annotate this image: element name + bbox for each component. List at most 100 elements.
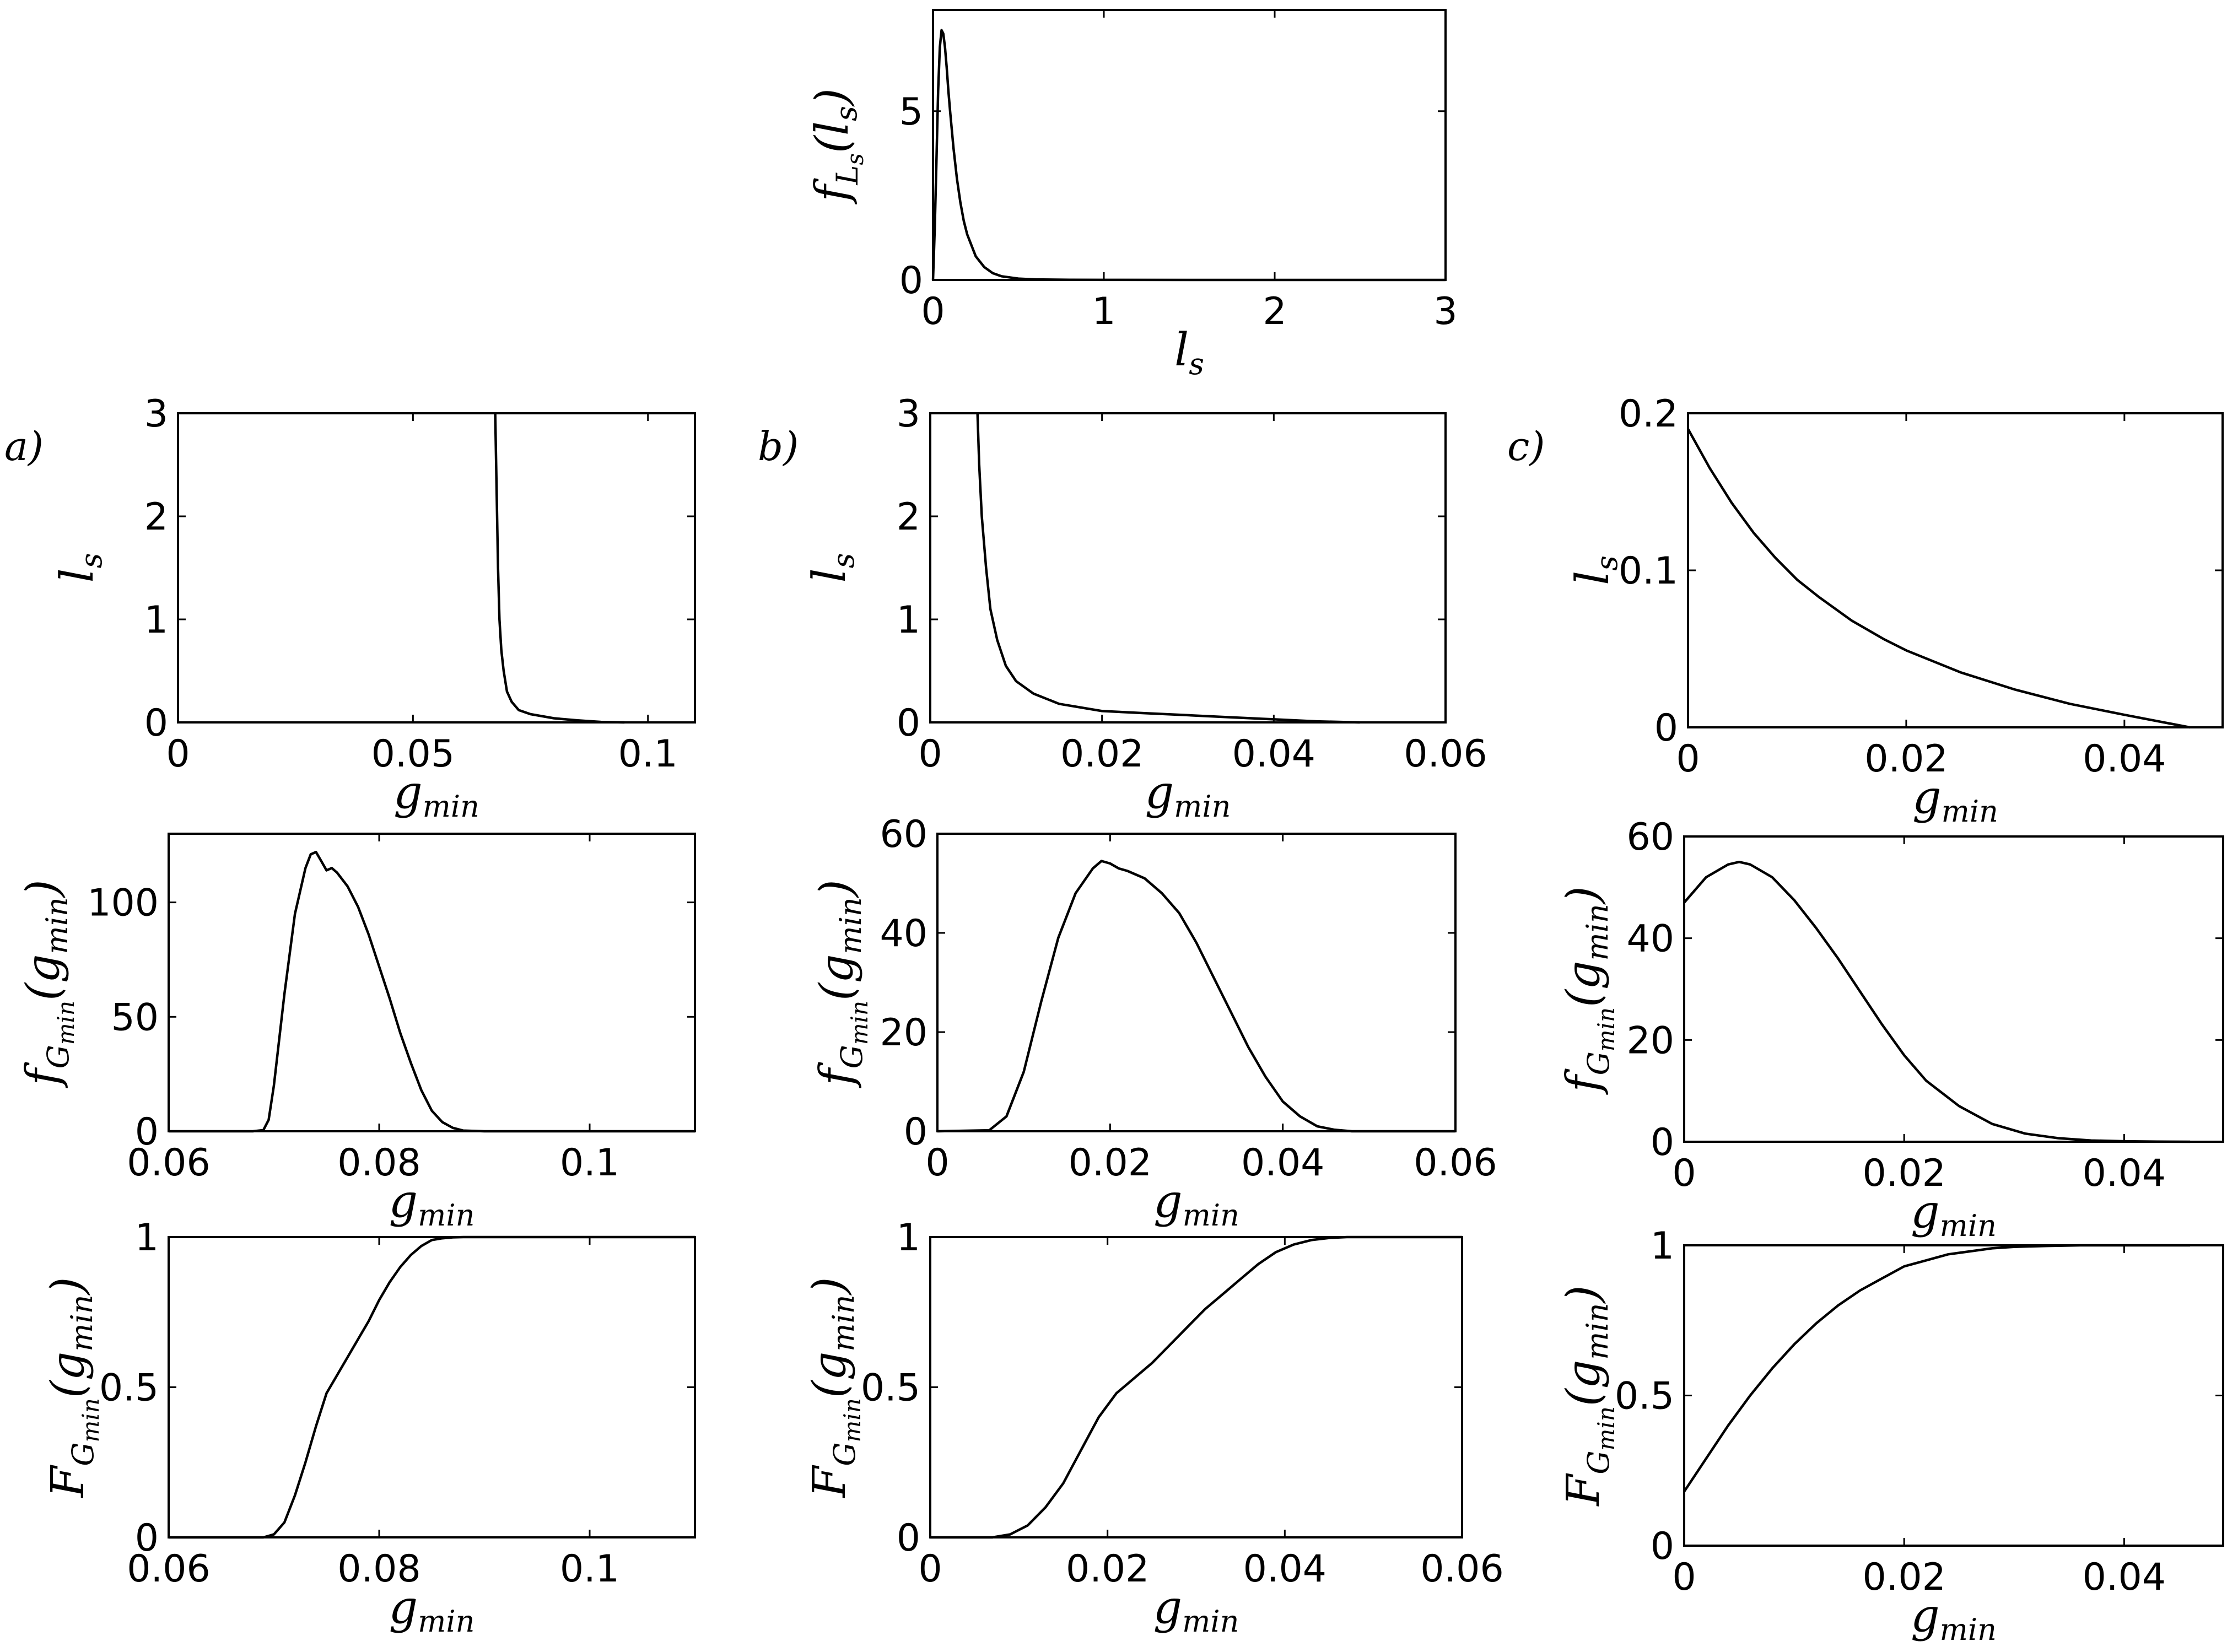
x-axis-label-sub: min xyxy=(418,1198,474,1233)
x-tick-label: 0.06 xyxy=(1420,1547,1503,1591)
x-axis-label: gmin xyxy=(1911,1186,1997,1243)
x-axis-label-main: g xyxy=(1911,1186,1940,1238)
x-tick-label: 0.02 xyxy=(1066,1547,1149,1591)
y-axis-label: FGmin(gmin) xyxy=(42,1277,104,1498)
x-tick-label: 0.1 xyxy=(560,1547,619,1591)
axes-frame xyxy=(1687,412,2224,728)
y-axis-label-arg: (g xyxy=(804,1352,856,1398)
y-tick-label: 20 xyxy=(1626,1019,1674,1062)
x-tick-label: 0.06 xyxy=(1404,732,1487,776)
x-axis-label: gmin xyxy=(393,766,479,824)
x-axis-label-sub: min xyxy=(1942,794,1998,829)
y-tick-label: 1 xyxy=(897,1216,920,1260)
y-axis-label-func: F xyxy=(1557,1473,1610,1507)
x-axis-label-main: g xyxy=(389,1581,418,1634)
x-axis-label-sub: min xyxy=(1940,1208,1997,1243)
x-tick-label: 0.04 xyxy=(1241,1141,1324,1185)
x-tick-label: 0 xyxy=(166,732,190,776)
x-tick-label: 0.02 xyxy=(1060,732,1144,776)
x-tick-label: 0.06 xyxy=(127,1547,210,1591)
y-axis-label-subsub: min xyxy=(77,1398,104,1442)
y-tick-label: 3 xyxy=(897,392,920,436)
x-axis-label: gmin xyxy=(389,1581,475,1639)
y-tick-label: 0.5 xyxy=(1615,1375,1674,1418)
y-axis-label-close: ) xyxy=(1557,1285,1610,1304)
y-axis-label: fGmin(gmin) xyxy=(1557,886,1620,1095)
y-axis-label-close: ) xyxy=(42,1277,94,1295)
y-axis-label-subsub: min xyxy=(839,1398,866,1442)
y-tick-label: 40 xyxy=(1626,917,1674,961)
y-tick-label: 60 xyxy=(880,813,928,856)
y-axis-label-arg-sub: min xyxy=(64,1294,99,1351)
y-axis-label: fGmin(gmin) xyxy=(811,879,873,1089)
y-tick-label: 1 xyxy=(135,1216,159,1260)
axes-frame xyxy=(168,833,696,1132)
series-line xyxy=(494,413,625,724)
y-tick-label: 0.5 xyxy=(99,1367,159,1410)
x-axis-label: gmin xyxy=(1912,771,1998,829)
y-axis-label-main: l xyxy=(1567,571,1619,585)
series-line xyxy=(169,850,695,1133)
y-tick-label: 20 xyxy=(880,1011,928,1055)
y-axis-label-close: ) xyxy=(17,879,69,898)
y-axis-label-sub: G xyxy=(66,1443,100,1466)
y-tick-label: 0 xyxy=(1654,706,1678,750)
x-tick-label: 0.04 xyxy=(2083,737,2166,781)
x-tick-label: 0.04 xyxy=(2083,1152,2166,1195)
y-axis-label-subsub: min xyxy=(846,1001,873,1045)
x-axis-label-sub: min xyxy=(1182,1604,1239,1639)
y-axis-label-close: ) xyxy=(806,88,859,107)
x-tick-label: 0 xyxy=(918,732,942,776)
x-tick-label: 0.04 xyxy=(1243,1547,1327,1591)
x-axis-label-main: g xyxy=(1153,1581,1183,1634)
y-axis-label: fLs(ls) xyxy=(806,88,869,205)
x-axis-label: gmin xyxy=(1153,1175,1239,1233)
y-tick-label: 0 xyxy=(897,1516,920,1560)
x-axis-label-sub: min xyxy=(1174,789,1231,824)
x-axis-label-sub: min xyxy=(423,789,479,824)
y-tick-label: 0 xyxy=(135,1516,159,1560)
y-axis-label-main: l xyxy=(804,568,856,582)
x-tick-label: 0.1 xyxy=(560,1141,619,1185)
y-axis-label: ls xyxy=(1567,555,1624,585)
y-tick-label: 5 xyxy=(899,90,923,134)
y-tick-label: 0 xyxy=(899,259,923,303)
y-axis-label-subsub: min xyxy=(52,1001,79,1045)
y-axis-label-sub: s xyxy=(826,553,861,569)
y-axis-label: ls xyxy=(804,553,861,583)
y-axis-label-arg: (g xyxy=(17,954,69,1000)
axes-frame xyxy=(932,9,1447,281)
panel-label-c: c) xyxy=(1507,423,1545,469)
x-tick-label: 0.02 xyxy=(1864,737,1948,781)
y-axis-label-arg-sub: min xyxy=(1580,1303,1615,1359)
axes-frame xyxy=(936,833,1457,1132)
x-tick-label: 0 xyxy=(1672,1556,1696,1599)
y-axis-label-main: l xyxy=(51,568,104,582)
series-line xyxy=(930,1235,1462,1539)
axes-frame xyxy=(168,1236,696,1538)
x-axis-label-sub: min xyxy=(418,1604,474,1639)
axes-frame xyxy=(929,412,1447,724)
series-line xyxy=(169,1235,695,1539)
x-axis-label-main: l xyxy=(1174,324,1189,376)
y-axis-label: FGmin(gmin) xyxy=(1557,1285,1620,1507)
x-tick-label: 0.06 xyxy=(1414,1141,1497,1185)
y-axis-label-sub: G xyxy=(1581,1051,1616,1075)
x-axis-label-sub: s xyxy=(1189,347,1204,381)
x-tick-label: 3 xyxy=(1433,290,1457,333)
x-tick-label: 0 xyxy=(925,1141,949,1185)
x-tick-label: 0.1 xyxy=(618,732,678,776)
x-tick-label: 0.02 xyxy=(1862,1556,1945,1599)
y-tick-label: 40 xyxy=(880,912,928,955)
x-tick-label: 0.08 xyxy=(337,1141,420,1185)
panel-label-b: b) xyxy=(758,423,799,469)
axes-frame xyxy=(1683,1244,2224,1547)
x-axis-label-sub: min xyxy=(1940,1612,1997,1647)
series-line xyxy=(937,860,1455,1133)
